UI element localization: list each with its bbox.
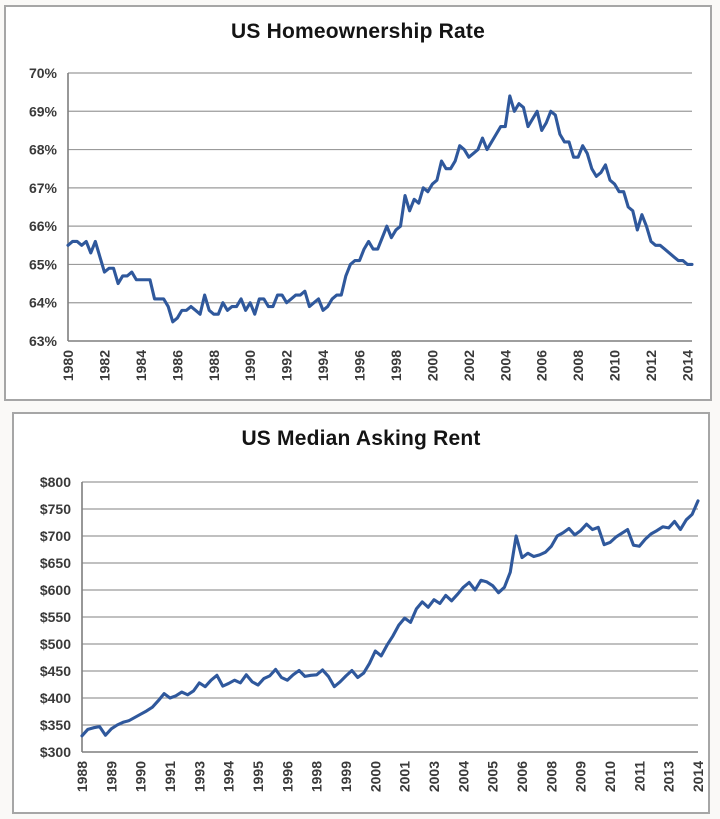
x-axis-tick-label: 2006	[514, 761, 530, 792]
x-axis-tick-label: 2014	[690, 761, 706, 792]
x-axis-tick-label: 2004	[455, 761, 471, 792]
y-axis-tick-label: $500	[40, 636, 71, 652]
data-series-line	[66, 94, 694, 324]
y-axis-tick-label: 63%	[29, 333, 58, 349]
y-axis-tick-label: $800	[40, 474, 71, 490]
x-axis-tick-label: 1998	[388, 350, 404, 381]
x-axis-tick-label: 1999	[338, 761, 354, 792]
x-axis-tick-label: 1984	[133, 350, 149, 381]
x-axis-tick-label: 1994	[221, 761, 237, 792]
x-axis-tick-label: 1996	[279, 761, 295, 792]
y-axis-tick-label: 65%	[29, 256, 58, 272]
x-axis-tick-label: 2008	[543, 761, 559, 792]
x-axis-tick-label: 2003	[426, 761, 442, 792]
x-axis-tick-label: 1991	[162, 761, 178, 792]
rent-line-chart: $800 $750 $700 $650 $600 $550 $500 $450 $400 $350…	[40, 474, 706, 792]
x-axis-tick-label: 2000	[424, 350, 440, 381]
x-axis-tick-label: 1990	[133, 761, 149, 792]
y-axis-tick-label: $700	[40, 528, 71, 544]
x-axis-tick-label: 2001	[397, 761, 413, 792]
y-axis-tick-label: $600	[40, 582, 71, 598]
y-axis-tick-label: $750	[40, 501, 71, 517]
x-axis-tick-label: 1988	[206, 350, 222, 381]
homeownership-chart-title: US Homeownership Rate	[231, 20, 485, 43]
x-axis-tick-label: 1988	[74, 761, 90, 792]
x-axis-tick-label: 1989	[103, 761, 119, 792]
y-axis-tick-label: 68%	[29, 142, 58, 158]
x-axis-tick-label: 1982	[96, 350, 112, 381]
homeownership-chart-panel: US Homeownership Rate 70% 69% 68% 67% 66% 65%…	[4, 5, 712, 401]
x-axis-tick-label: 1994	[315, 350, 331, 381]
x-axis-tick-label: 1980	[60, 350, 76, 381]
x-axis-tick-label: 1992	[279, 350, 295, 381]
x-axis-tick-label: 2008	[570, 350, 586, 381]
y-axis-tick-label: 69%	[29, 103, 58, 119]
y-axis-tick-label: 67%	[29, 180, 58, 196]
rent-chart-title: US Median Asking Rent	[241, 427, 481, 450]
y-axis-tick-label: 70%	[29, 65, 58, 81]
x-axis-tick-label: 2010	[602, 761, 618, 792]
y-axis-tick-label: $550	[40, 609, 71, 625]
x-axis-tick-label: 1995	[250, 761, 266, 792]
x-axis-tick-label: 1998	[309, 761, 325, 792]
x-axis-tick-label: 2009	[573, 761, 589, 792]
x-axis-tick-label: 2012	[643, 350, 659, 381]
y-axis-tick-label: $350	[40, 717, 71, 733]
y-axis-tick-label: 64%	[29, 295, 58, 311]
x-axis-tick-label: 2014	[679, 350, 695, 381]
homeownership-line-chart: 70% 69% 68% 67% 66% 65% 64% 63%1980 1982 1984 1986…	[29, 65, 695, 381]
x-axis-tick-label: 1996	[352, 350, 368, 381]
rent-chart-panel: US Median Asking Rent $800 $750 $700 $650 $6…	[12, 412, 710, 814]
x-axis-tick-label: 2013	[661, 761, 677, 792]
x-axis-tick-label: 2006	[534, 350, 550, 381]
x-axis-tick-label: 2010	[607, 350, 623, 381]
y-axis-tick-label: $300	[40, 744, 71, 760]
x-axis-tick-label: 2005	[485, 761, 501, 792]
x-axis-tick-label: 2000	[367, 761, 383, 792]
data-series-line	[80, 499, 700, 738]
y-axis-tick-label: $400	[40, 690, 71, 706]
y-axis-tick-label: $450	[40, 663, 71, 679]
x-axis-tick-label: 1986	[169, 350, 185, 381]
x-axis-tick-label: 2004	[497, 350, 513, 381]
x-axis-tick-label: 2011	[631, 761, 647, 792]
x-axis-tick-label: 1993	[191, 761, 207, 792]
x-axis-tick-label: 1990	[242, 350, 258, 381]
y-axis-tick-label: 66%	[29, 218, 58, 234]
y-axis-tick-label: $650	[40, 555, 71, 571]
x-axis-tick-label: 2002	[461, 350, 477, 381]
